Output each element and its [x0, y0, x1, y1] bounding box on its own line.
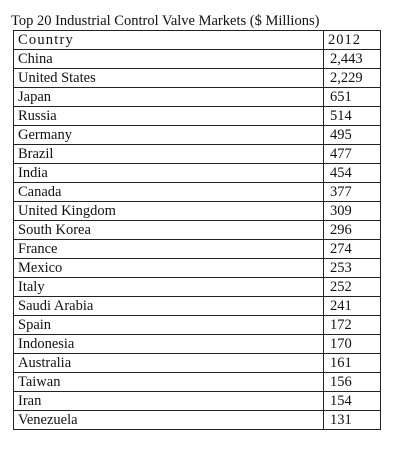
country-cell: Spain — [13, 315, 324, 335]
table-row: Canada 377 — [13, 182, 381, 202]
table-row: Spain 172 — [13, 315, 381, 335]
country-cell: France — [13, 239, 324, 259]
value-cell: 477 — [323, 144, 381, 164]
table-row: Brazil 477 — [13, 144, 381, 164]
value-cell: 131 — [323, 410, 381, 430]
country-cell: Saudi Arabia — [13, 296, 324, 316]
table-row: Taiwan 156 — [13, 372, 381, 392]
value-cell: 651 — [323, 87, 381, 107]
country-cell: South Korea — [13, 220, 324, 240]
value-cell: 170 — [323, 334, 381, 354]
valve-markets-table: Country 2012 China 2,443 United States 2,22… — [13, 30, 381, 430]
table-row: United Kingdom 309 — [13, 201, 381, 221]
value-cell: 274 — [323, 239, 381, 259]
table-row: Saudi Arabia 241 — [13, 296, 381, 316]
header-country: Country — [13, 30, 324, 50]
country-cell: United Kingdom — [13, 201, 324, 221]
table-row: France 274 — [13, 239, 381, 259]
country-cell: Iran — [13, 391, 324, 411]
table-row: Indonesia 170 — [13, 334, 381, 354]
table-header: Country 2012 — [13, 30, 381, 50]
value-cell: 172 — [323, 315, 381, 335]
value-cell: 2,443 — [323, 49, 381, 69]
value-cell: 253 — [323, 258, 381, 278]
table-row: Russia 514 — [13, 106, 381, 126]
value-cell: 377 — [323, 182, 381, 202]
value-cell: 161 — [323, 353, 381, 373]
table-row: China 2,443 — [13, 49, 381, 69]
value-cell: 252 — [323, 277, 381, 297]
country-cell: Brazil — [13, 144, 324, 164]
value-cell: 309 — [323, 201, 381, 221]
country-cell: China — [13, 49, 324, 69]
table-row: Germany 495 — [13, 125, 381, 145]
country-cell: United States — [13, 68, 324, 88]
table-row: India 454 — [13, 163, 381, 183]
value-cell: 154 — [323, 391, 381, 411]
header-row: Country 2012 — [13, 30, 381, 50]
value-cell: 241 — [323, 296, 381, 316]
country-cell: Indonesia — [13, 334, 324, 354]
table-row: Australia 161 — [13, 353, 381, 373]
table-caption: Top 20 Industrial Control Valve Markets … — [11, 13, 320, 29]
country-cell: Taiwan — [13, 372, 324, 392]
table-row: Venezuela 131 — [13, 410, 381, 430]
table-row: Iran 154 — [13, 391, 381, 411]
header-year: 2012 — [323, 30, 381, 50]
country-cell: Italy — [13, 277, 324, 297]
country-cell: Germany — [13, 125, 324, 145]
country-cell: Australia — [13, 353, 324, 373]
table-row: South Korea 296 — [13, 220, 381, 240]
country-cell: Canada — [13, 182, 324, 202]
country-cell: Mexico — [13, 258, 324, 278]
document: Top 20 Industrial Control Valve Markets … — [10, 12, 385, 430]
country-cell: Japan — [13, 87, 324, 107]
value-cell: 495 — [323, 125, 381, 145]
country-cell: India — [13, 163, 324, 183]
country-cell: Venezuela — [13, 410, 324, 430]
table-body: China 2,443 United States 2,229 Japan 651 Russ… — [13, 49, 381, 430]
table-row: Japan 651 — [13, 87, 381, 107]
country-cell: Russia — [13, 106, 324, 126]
value-cell: 454 — [323, 163, 381, 183]
value-cell: 296 — [323, 220, 381, 240]
value-cell: 514 — [323, 106, 381, 126]
value-cell: 2,229 — [323, 68, 381, 88]
table-row: Mexico 253 — [13, 258, 381, 278]
value-cell: 156 — [323, 372, 381, 392]
table-row: Italy 252 — [13, 277, 381, 297]
table-row: United States 2,229 — [13, 68, 381, 88]
